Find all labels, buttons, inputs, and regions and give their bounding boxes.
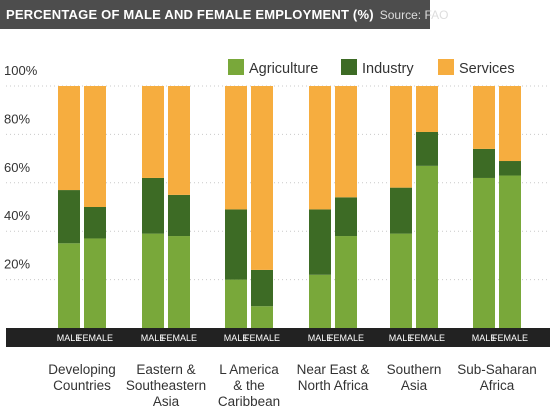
bar-segment-services [309, 86, 331, 210]
bar-segment-agriculture [473, 177, 495, 328]
y-tick-label: 60% [4, 160, 30, 175]
bar-label: MALE [224, 333, 249, 343]
category-label: Countries [53, 378, 111, 393]
bar-segment-services [225, 86, 247, 210]
bar-segment-services [335, 86, 357, 198]
legend-label: Agriculture [249, 61, 318, 77]
bar-segment-industry [84, 207, 106, 239]
bar-segment-industry [142, 177, 164, 234]
bar-label: FEMALE [328, 333, 364, 343]
y-tick-label: 100% [4, 63, 38, 78]
bar-segment-agriculture [251, 306, 273, 328]
bar-segment-agriculture [142, 233, 164, 328]
category-label: Near East & [297, 362, 370, 377]
bar-label: MALE [472, 333, 497, 343]
chart-title: PERCENTAGE OF MALE AND FEMALE EMPLOYMENT… [6, 7, 374, 22]
y-tick-label: 40% [4, 208, 30, 223]
bar-label: MALE [141, 333, 166, 343]
category-label: North Africa [298, 378, 369, 393]
bar-segment-services [473, 86, 495, 149]
legend-swatch-industry [341, 59, 357, 75]
bar-segment-industry [499, 161, 521, 176]
y-tick-label: 80% [4, 111, 30, 126]
bar-label: FEMALE [77, 333, 113, 343]
category-label: Asia [153, 394, 180, 409]
category-label: Eastern & [136, 362, 195, 377]
category-label: Southern [387, 362, 442, 377]
legend-swatch-agriculture [228, 59, 244, 75]
bar-label: MALE [57, 333, 82, 343]
bar-segment-industry [416, 131, 438, 166]
bar-segment-industry [168, 194, 190, 237]
bar-segment-industry [225, 209, 247, 280]
bar-segment-agriculture [84, 238, 106, 328]
bar-segment-industry [390, 187, 412, 234]
category-label: Developing [48, 362, 116, 377]
bar-segment-agriculture [225, 279, 247, 328]
bar-segment-agriculture [335, 236, 357, 328]
bar-segment-services [142, 86, 164, 178]
bar-segment-services [58, 86, 80, 191]
bar-segment-agriculture [499, 175, 521, 328]
chart-source: Source: FAO [379, 7, 449, 22]
bar-segment-industry [251, 269, 273, 307]
category-label: Caribbean [218, 394, 280, 409]
bar-segment-services [499, 86, 521, 162]
baseline-strip [6, 328, 550, 347]
bar-segment-industry [309, 209, 331, 275]
chart-title-bar: PERCENTAGE OF MALE AND FEMALE EMPLOYMENT… [0, 0, 448, 29]
bar-segment-services [251, 86, 273, 270]
category-label: Southeastern [126, 378, 206, 393]
bar-segment-services [84, 86, 106, 207]
category-label: & the [233, 378, 265, 393]
bar-label: MALE [389, 333, 414, 343]
bar-segment-services [390, 86, 412, 188]
bar-segment-services [168, 86, 190, 195]
category-label: Africa [480, 378, 515, 393]
bar-segment-services [416, 86, 438, 132]
bar-segment-industry [335, 197, 357, 237]
bar-segment-industry [473, 148, 495, 178]
bar-label: MALE [308, 333, 333, 343]
bar-segment-agriculture [390, 233, 412, 328]
legend-label: Industry [362, 61, 414, 77]
category-label: Asia [401, 378, 428, 393]
bar-label: FEMALE [409, 333, 445, 343]
bar-segment-agriculture [168, 236, 190, 328]
bar-label: FEMALE [244, 333, 280, 343]
legend-label: Services [459, 61, 515, 77]
bar-segment-agriculture [309, 274, 331, 328]
bar-segment-agriculture [416, 165, 438, 328]
bar-label: FEMALE [161, 333, 197, 343]
y-tick-label: 20% [4, 257, 30, 272]
category-label: L America [219, 362, 279, 377]
bar-segment-agriculture [58, 243, 80, 328]
bar-label: FEMALE [492, 333, 528, 343]
legend-swatch-services [438, 59, 454, 75]
category-label: Sub-Saharan [457, 362, 537, 377]
bar-segment-industry [58, 190, 80, 244]
